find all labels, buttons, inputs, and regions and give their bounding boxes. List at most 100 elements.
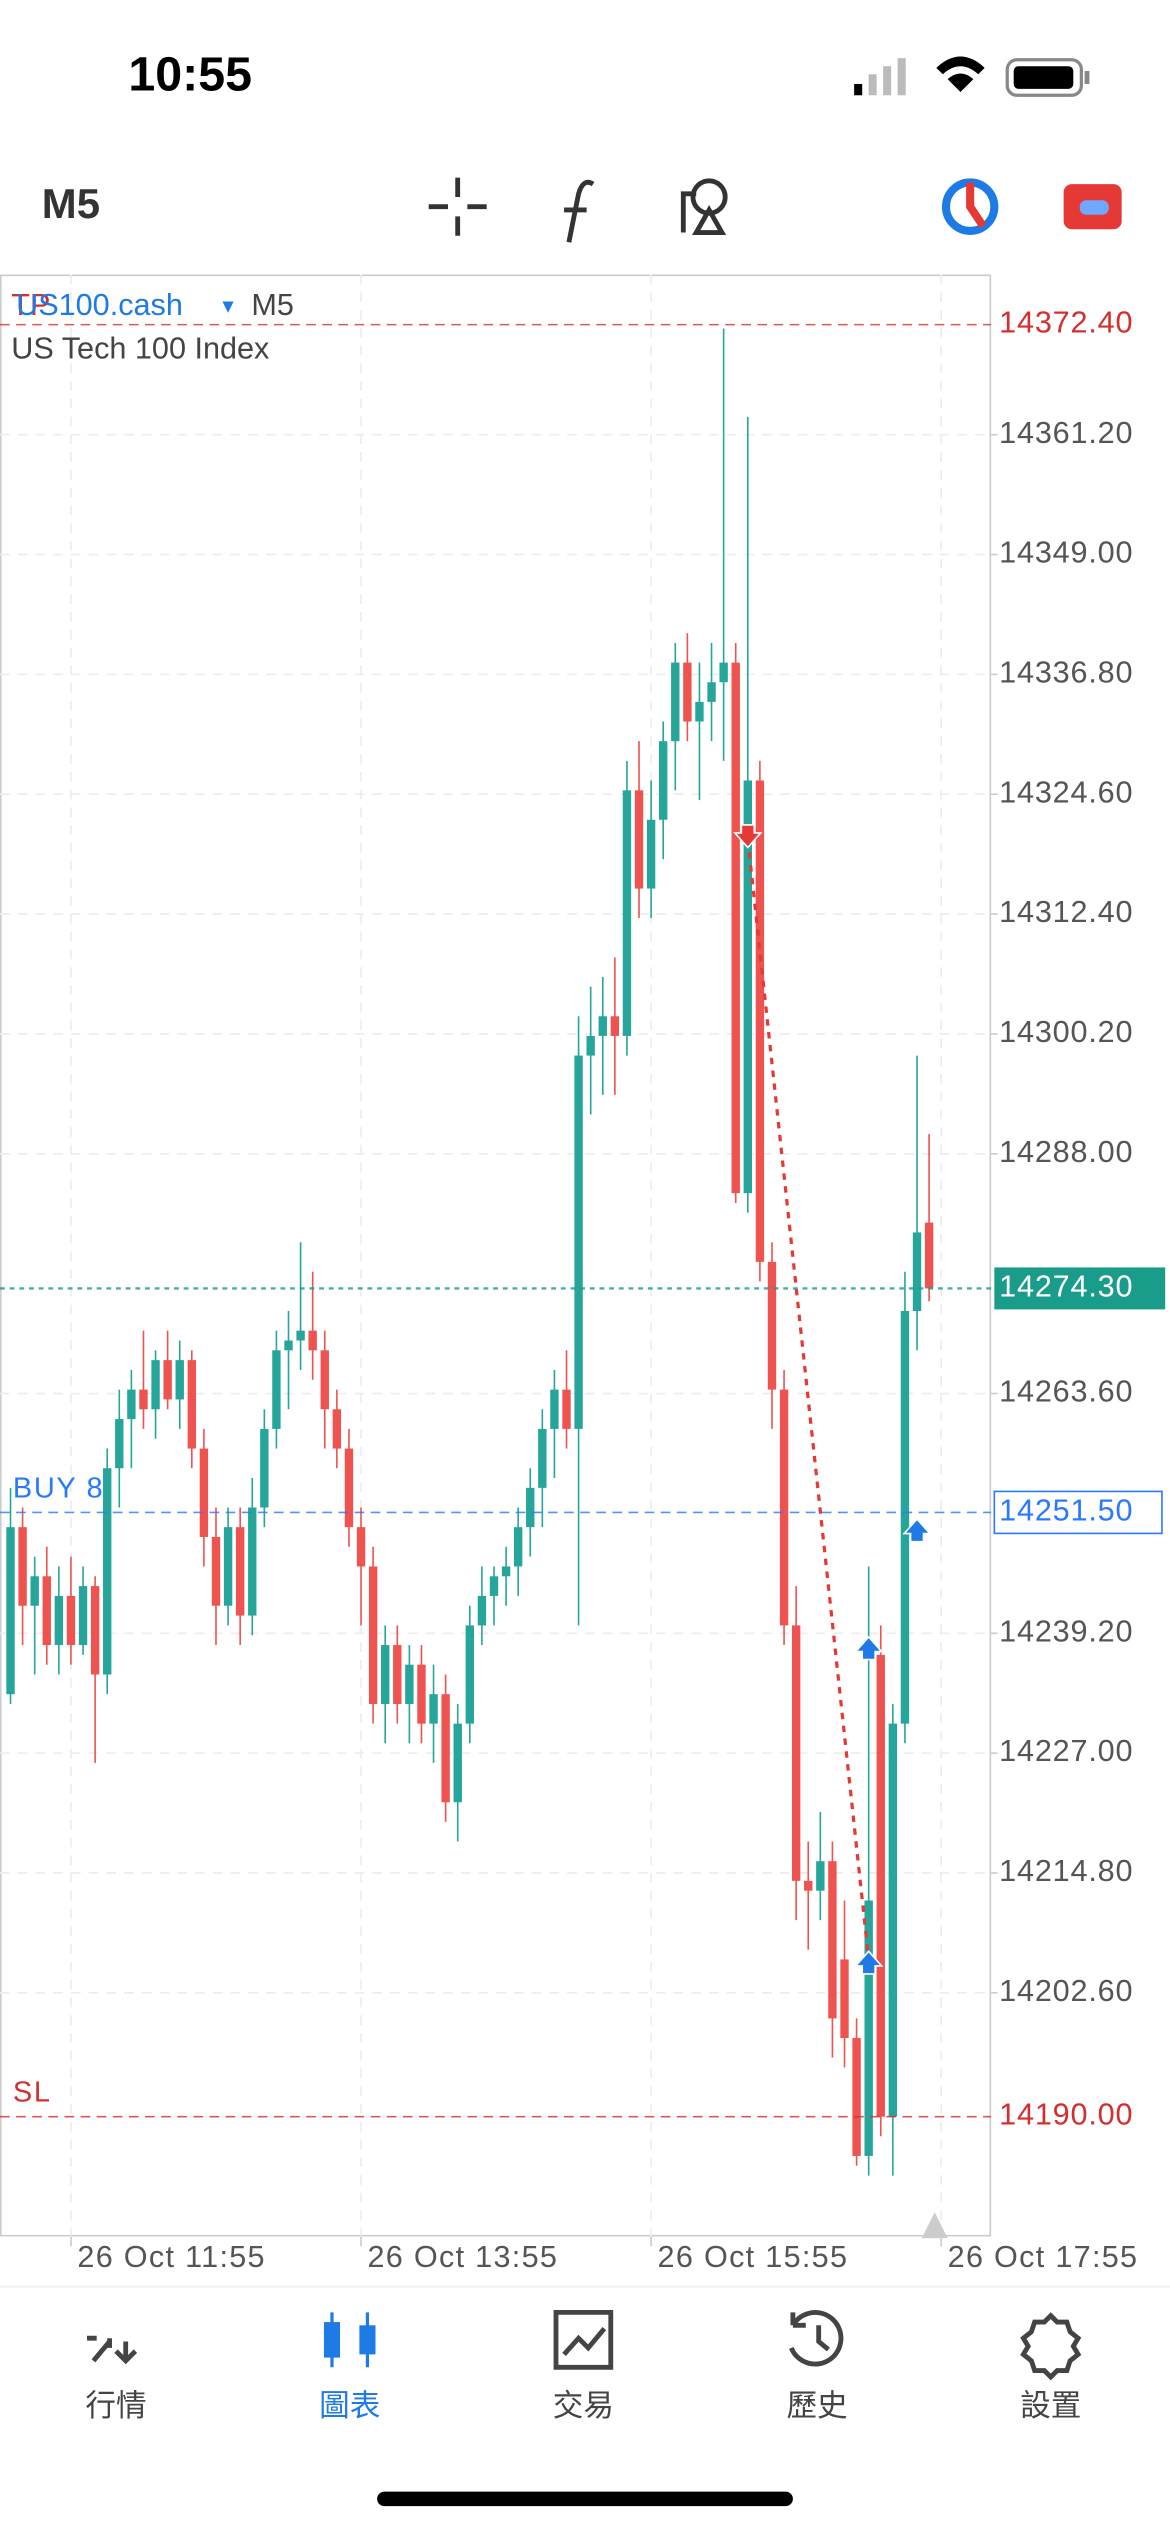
candle-body — [6, 1527, 15, 1695]
tab[interactable]: 圖表 — [319, 2312, 380, 2423]
candle-body — [332, 1409, 342, 1449]
symbol[interactable]: US100.cash — [16, 288, 183, 322]
tab-icon — [789, 2310, 844, 2367]
trade-marker — [853, 1950, 884, 1975]
price-line-value: 14251.50 — [999, 1493, 1133, 1527]
y-tick-label: 14263.60 — [999, 1375, 1133, 1409]
candle-body — [344, 1448, 354, 1528]
candle-body — [574, 1055, 583, 1429]
tab-label: 行情 — [85, 2389, 146, 2423]
y-tick-label: 14349.00 — [999, 536, 1133, 570]
status-time: 10:55 — [128, 47, 252, 101]
symbol-description: US Tech 100 Index — [11, 331, 269, 365]
candle-body — [405, 1664, 414, 1704]
candle-body — [840, 1959, 849, 2039]
candle-body — [175, 1360, 184, 1400]
y-tick-label: 14239.20 — [999, 1614, 1133, 1648]
price-box — [994, 1267, 1166, 1310]
candle-body — [743, 780, 752, 1194]
candle-body — [90, 1586, 100, 1675]
scroll-marker[interactable] — [921, 2212, 948, 2239]
candle-body — [731, 662, 740, 1194]
y-tick-label: 14227.00 — [999, 1734, 1133, 1768]
toolbar-icons[interactable] — [428, 177, 1122, 243]
candle-body — [791, 1625, 801, 1881]
candle-body — [501, 1566, 511, 1577]
x-tick-label: 26 Oct 11:55 — [77, 2240, 265, 2274]
candle-body — [453, 1723, 462, 1803]
candle-body — [139, 1389, 148, 1410]
price-line-value: 14274.30 — [999, 1269, 1133, 1303]
candle-body — [659, 741, 668, 820]
candle-body — [163, 1360, 172, 1400]
trade-marker — [902, 1517, 932, 1543]
candle-body — [127, 1389, 136, 1420]
candle-body — [900, 1311, 910, 1724]
tab-label: 歷史 — [786, 2389, 847, 2423]
price-box — [994, 2095, 1166, 2138]
candle-body — [308, 1330, 317, 1351]
candle-body — [465, 1625, 475, 1724]
candle-body — [187, 1360, 197, 1449]
candle-body — [235, 1527, 245, 1616]
x-tick-label: 26 Oct 13:55 — [367, 2240, 558, 2274]
candle-body — [66, 1595, 76, 1646]
tp-label: TP — [11, 288, 50, 322]
price-line-value: 14372.40 — [999, 306, 1133, 340]
candle-body — [888, 1723, 898, 2117]
tab-icon — [359, 2325, 376, 2355]
timeframe-button[interactable]: M5 — [42, 180, 100, 227]
candle-body — [828, 1861, 837, 2019]
y-tick-label: 14214.80 — [999, 1854, 1133, 1888]
price-line-label: SL — [13, 2077, 52, 2109]
tab[interactable]: 歷史 — [786, 2310, 848, 2423]
candle-body — [804, 1880, 813, 1891]
candle-body — [719, 662, 728, 683]
candle-body — [368, 1566, 378, 1704]
price-box — [993, 1490, 1163, 1535]
candle-body — [18, 1527, 27, 1606]
y-tick-label: 14202.60 — [999, 1974, 1133, 2008]
candle-body — [586, 1035, 595, 1056]
candle-body — [272, 1350, 281, 1429]
candle-body — [320, 1350, 329, 1410]
tab-label: 圖表 — [319, 2389, 380, 2423]
candle-body — [199, 1448, 209, 1537]
candle-body — [42, 1576, 51, 1646]
candle-body — [646, 819, 656, 889]
trade-marker — [853, 1635, 884, 1661]
y-tick-label: 14288.00 — [999, 1135, 1133, 1169]
tab[interactable]: 設置 — [1020, 2312, 1081, 2423]
tab[interactable]: 行情 — [85, 2335, 147, 2423]
status-icons — [854, 56, 1090, 97]
candle-body — [513, 1527, 523, 1567]
y-tick-label: 14336.80 — [999, 655, 1133, 689]
trade-marker — [733, 824, 763, 849]
home-indicator — [377, 2491, 793, 2507]
price-line-value: 14190.00 — [999, 2098, 1133, 2132]
symbol-caret[interactable]: ▾ — [222, 293, 234, 318]
candle-body — [695, 701, 704, 722]
candle-body — [417, 1664, 426, 1724]
candle-body — [489, 1576, 499, 1596]
tab[interactable]: 交易 — [553, 2309, 614, 2423]
candle-body — [852, 2038, 861, 2156]
y-tick-label: 14324.60 — [999, 775, 1133, 809]
candle-body — [598, 1016, 607, 1036]
x-tick-label: 26 Oct 17:55 — [948, 2240, 1139, 2274]
candle-body — [755, 780, 765, 1262]
price-line-label: BUY 8 — [13, 1472, 104, 1504]
candle-body — [816, 1861, 825, 1891]
candle-body — [393, 1645, 402, 1704]
candle-body — [441, 1694, 450, 1803]
candle-body — [103, 1468, 112, 1675]
candle-body — [248, 1507, 257, 1616]
trade-link — [746, 839, 871, 1960]
tab-icon — [553, 2309, 614, 2370]
candle-body — [54, 1595, 64, 1646]
candle-body — [767, 1261, 777, 1390]
x-tick-label: 26 Oct 15:55 — [658, 2240, 849, 2274]
candle-body — [550, 1389, 559, 1429]
candle-body — [562, 1389, 571, 1429]
